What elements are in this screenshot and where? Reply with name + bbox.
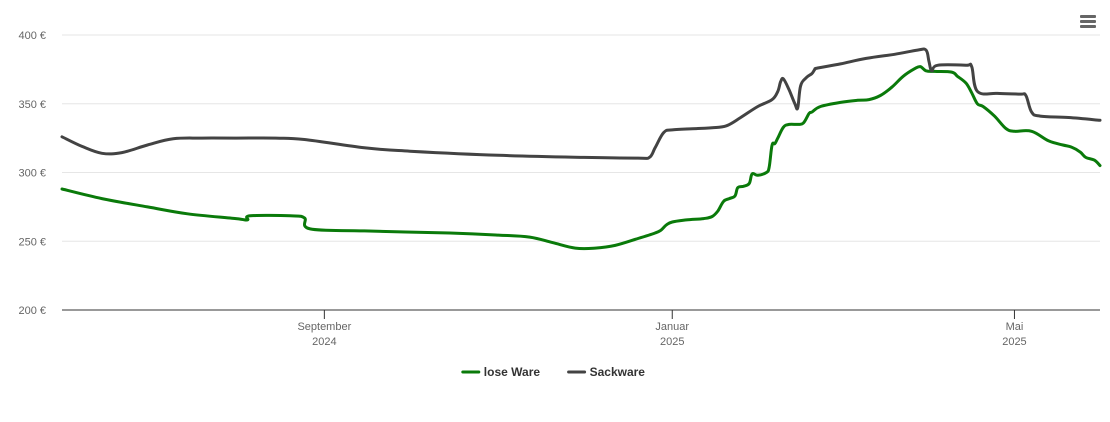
x-axis: September 2024 Januar 2025 Mai 2025: [62, 309, 1100, 348]
y-tick-label: 400 €: [18, 30, 46, 42]
y-tick-label: 350 €: [18, 99, 46, 111]
legend-item[interactable]: lose Ware: [461, 365, 541, 379]
series-group: [60, 47, 1102, 251]
legend-label: lose Ware: [484, 365, 541, 379]
menu-bar: [1080, 15, 1096, 18]
y-tick-label: 200 €: [18, 305, 46, 317]
series-line-lose-ware[interactable]: [60, 65, 1102, 251]
legend-item[interactable]: Sackware: [567, 365, 646, 379]
x-tick-sublabel: 2024: [312, 336, 336, 348]
menu-bar: [1080, 20, 1096, 23]
y-tick-label: 300 €: [18, 168, 46, 180]
y-tick-label: 250 €: [18, 236, 46, 248]
legend: lose Ware Sackware: [461, 365, 646, 379]
menu-bar: [1080, 25, 1096, 28]
y-axis: 200 € 250 € 300 € 350 € 400 €: [18, 30, 46, 317]
hamburger-menu-icon[interactable]: [1076, 10, 1100, 32]
series-line-sackware[interactable]: [60, 47, 1102, 160]
legend-label: Sackware: [590, 365, 646, 379]
x-tick-sublabel: 2025: [1002, 336, 1026, 348]
x-tick-label: September: [297, 321, 351, 333]
x-tick-sublabel: 2025: [660, 336, 684, 348]
x-tick-label: Mai: [1006, 321, 1024, 333]
grid-lines: [62, 34, 1100, 242]
x-tick-label: Januar: [655, 321, 689, 333]
